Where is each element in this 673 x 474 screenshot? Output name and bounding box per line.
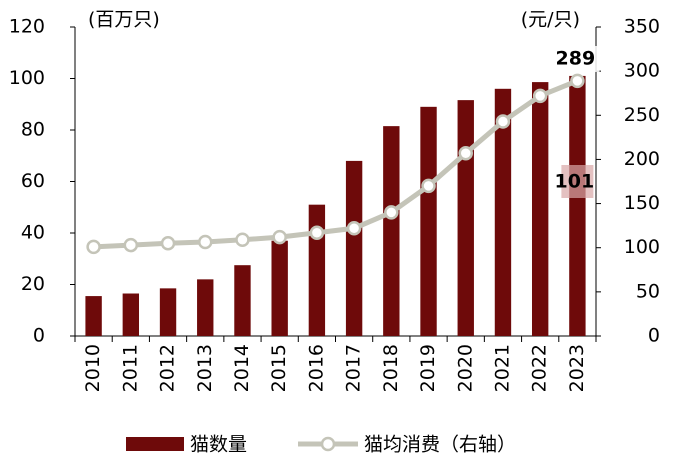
y2-tick-label: 300 xyxy=(624,60,660,82)
line-marker xyxy=(495,114,511,129)
y-tick-label: 0 xyxy=(33,325,45,347)
y-tick-label: 20 xyxy=(21,273,45,295)
x-tick-label: 2021 xyxy=(491,344,513,392)
bar xyxy=(457,100,474,336)
line-marker xyxy=(421,178,436,194)
bar xyxy=(494,88,512,336)
bar xyxy=(420,106,437,336)
y-unit-label: (百万只) xyxy=(88,9,160,31)
line-marker xyxy=(458,145,473,161)
bar xyxy=(159,288,177,336)
y-tick-label: 120 xyxy=(9,16,45,38)
x-tick-label: 2014 xyxy=(231,344,253,392)
line-marker xyxy=(272,229,287,245)
y2-tick-label: 250 xyxy=(624,104,660,126)
x-tick-label: 2015 xyxy=(268,344,290,392)
data-label: 289 xyxy=(556,48,596,70)
y2-tick-label: 50 xyxy=(636,280,660,302)
line-marker xyxy=(160,236,176,251)
bar xyxy=(531,82,549,336)
y2-unit-label: (元/只) xyxy=(521,9,580,31)
label-bg xyxy=(555,46,600,72)
line-marker xyxy=(86,239,101,255)
bar xyxy=(197,279,214,336)
legend-label: 猫均消费（右轴） xyxy=(364,434,516,456)
x-tick-label: 2011 xyxy=(119,344,141,392)
y2-tick-label: 200 xyxy=(624,148,660,170)
y2-tick-label: 100 xyxy=(624,236,660,258)
x-tick-label: 2023 xyxy=(566,344,588,392)
x-tick-label: 2017 xyxy=(343,344,365,392)
bar xyxy=(234,265,251,336)
x-tick-label: 2012 xyxy=(157,344,179,392)
y2-tick-label: 0 xyxy=(648,325,660,347)
legend-label: 猫数量 xyxy=(190,434,247,456)
bar xyxy=(271,240,288,336)
bar xyxy=(122,293,140,336)
x-tick-label: 2019 xyxy=(417,344,439,392)
bar xyxy=(383,126,400,336)
x-tick-label: 2016 xyxy=(305,344,327,392)
x-tick-label: 2022 xyxy=(529,344,551,392)
line-marker xyxy=(198,234,213,250)
line-marker xyxy=(235,232,250,248)
y2-tick-label: 150 xyxy=(624,192,660,214)
y-tick-label: 40 xyxy=(21,222,45,244)
x-tick-label: 2018 xyxy=(380,344,402,392)
legend-swatch xyxy=(126,437,184,451)
bar xyxy=(569,75,586,337)
line-marker xyxy=(532,88,548,104)
bar xyxy=(345,160,363,336)
line-marker xyxy=(570,73,585,89)
label-bg xyxy=(561,165,594,198)
x-tick-label: 2020 xyxy=(454,344,476,392)
line-marker xyxy=(309,225,325,240)
line-marker xyxy=(123,237,139,253)
data-label: 101 xyxy=(555,171,595,193)
y-tick-label: 100 xyxy=(9,67,45,89)
y-tick-label: 60 xyxy=(21,170,45,192)
bar xyxy=(308,204,326,336)
bar xyxy=(85,296,102,336)
y2-tick-label: 350 xyxy=(624,16,660,38)
x-tick-label: 2010 xyxy=(82,344,104,392)
legend-marker xyxy=(320,436,336,452)
line-marker xyxy=(384,205,399,220)
y-tick-label: 80 xyxy=(21,119,45,141)
line-marker xyxy=(346,221,362,236)
x-tick-label: 2013 xyxy=(194,344,216,392)
